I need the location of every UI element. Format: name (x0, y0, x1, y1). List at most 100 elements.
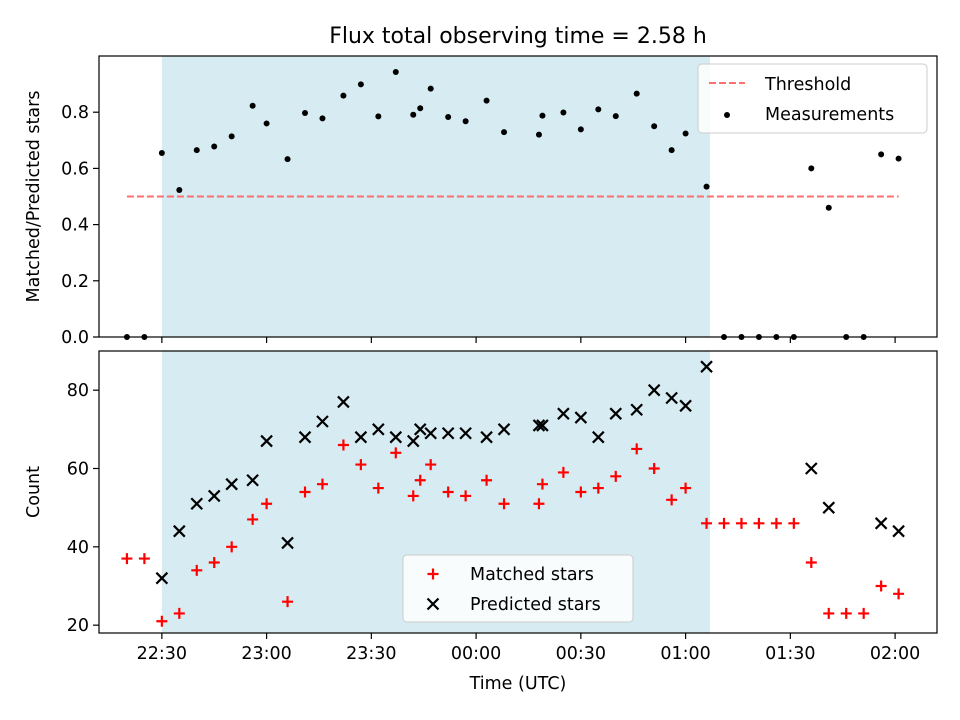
matched-star-point (592, 482, 604, 494)
predicted-star-point (532, 419, 546, 432)
matched-star-point (316, 478, 328, 490)
matched-star-point (735, 517, 747, 529)
matched-star-point (823, 607, 835, 619)
predicted-star-point (225, 477, 238, 491)
matched-star-point (680, 482, 692, 494)
predicted-star-point (389, 430, 403, 444)
measurement-point (808, 165, 815, 172)
bottom-ytick-label: 60 (67, 460, 89, 480)
matched-star-point (261, 498, 273, 510)
predicted-star-point (207, 489, 221, 503)
chart-title: Flux total observing time = 2.58 h (329, 24, 707, 49)
matched-star-point (575, 486, 587, 498)
top-legend-frame (697, 63, 928, 134)
bottom-xtick-label: 23:30 (346, 644, 396, 664)
measurement-point (176, 187, 183, 194)
measurement-point (535, 131, 542, 138)
predicted-star-point (679, 399, 692, 413)
matched-star-point (355, 459, 367, 471)
predicted-star-point (665, 391, 678, 405)
predicted-star-point (609, 407, 623, 420)
bottom-xtick-label: 02:00 (870, 644, 920, 664)
matched-star-point (173, 607, 185, 619)
matched-star-point (533, 498, 545, 510)
measurement-point (392, 69, 399, 76)
legend-threshold-label: Threshold (764, 75, 851, 95)
predicted-star-point (173, 524, 186, 538)
predicted-star-point (155, 571, 169, 585)
matched-star-point (631, 443, 643, 455)
bottom-xtick-label: 01:30 (765, 644, 815, 664)
predicted-star-point (557, 407, 570, 420)
matched-star-point (481, 474, 493, 486)
measurement-point (417, 105, 424, 112)
measurement-point (445, 113, 452, 120)
matched-star-point (753, 517, 765, 529)
measurement-point (483, 97, 490, 104)
ratio-panel: 0.0 0.2 0.4 0.6 0.8 Matched/Predicted stars Th… (24, 55, 938, 348)
matched-star-point (610, 470, 622, 482)
bottom-ylabel: Count (24, 466, 44, 518)
top-axes-frame (98, 55, 938, 338)
legend-matched-swatch (427, 568, 439, 580)
matched-star-point (648, 463, 660, 474)
matched-star-point (208, 557, 220, 568)
predicted-star-point (281, 536, 294, 550)
matched-star-point (442, 486, 454, 498)
measurement-point (340, 92, 347, 99)
predicted-star-point (459, 426, 472, 440)
bottom-xtick-label: 22:30 (137, 644, 187, 664)
predicted-star-point (316, 415, 329, 428)
matched-star-point (121, 553, 133, 565)
measurement-point (263, 120, 270, 127)
matched-star-point (788, 517, 800, 529)
matched-star-point (390, 447, 402, 459)
count-panel: 20 40 60 80 22:30 23:00 23:30 00:00 00:30 01:00 01… (24, 350, 938, 694)
measurement-point (158, 149, 165, 156)
matched-star-point (718, 517, 730, 529)
predicted-star-point (298, 430, 312, 444)
matched-star-point (875, 580, 887, 592)
bottom-xtick-label: 00:00 (451, 644, 501, 664)
predicted-star-point (822, 501, 836, 514)
matched-star-point (414, 474, 426, 486)
top-legend: Threshold Measurements (697, 63, 928, 134)
measurement-point (501, 129, 508, 136)
matched-star-point (337, 439, 349, 451)
top-ylabel: Matched/Predicted stars (24, 91, 44, 303)
legend-measurement-label: Measurements (765, 105, 894, 125)
legend-predicted-label: Predicted stars (470, 595, 601, 615)
top-ytick-label: 0.0 (61, 328, 89, 348)
measurement-point (595, 106, 602, 113)
measurement-point (895, 155, 902, 162)
matched-star-point (282, 596, 294, 608)
measurement-point (284, 156, 291, 163)
matched-star-point (247, 513, 259, 525)
matched-star-point (893, 588, 905, 600)
matched-star-point (805, 557, 817, 568)
predicted-star-point (892, 524, 905, 538)
top-ytick-label: 0.4 (61, 216, 89, 236)
predicted-star-point (424, 426, 437, 440)
measurement-point (668, 147, 675, 154)
matched-star-point (191, 564, 203, 576)
matched-star-point (701, 517, 713, 529)
predicted-star-point (354, 430, 368, 444)
predicted-star-point (337, 395, 350, 409)
bottom-xlabel: Time (UTC) (469, 674, 567, 694)
matched-star-point (407, 490, 419, 502)
predicted-star-point (700, 360, 713, 373)
matched-star-point (557, 466, 569, 478)
matched-star-point (425, 459, 437, 471)
predicted-star-point (406, 434, 420, 448)
predicted-star-point (190, 497, 204, 511)
matched-star-point (536, 478, 548, 490)
matched-star-point (226, 541, 238, 553)
measurement-point (375, 113, 382, 120)
measurement-point (825, 204, 832, 211)
measurement-point (319, 115, 326, 122)
predicted-star-point (260, 434, 273, 448)
top-ytick-label: 0.6 (61, 159, 89, 179)
bottom-xtick-label: 01:00 (660, 644, 710, 664)
